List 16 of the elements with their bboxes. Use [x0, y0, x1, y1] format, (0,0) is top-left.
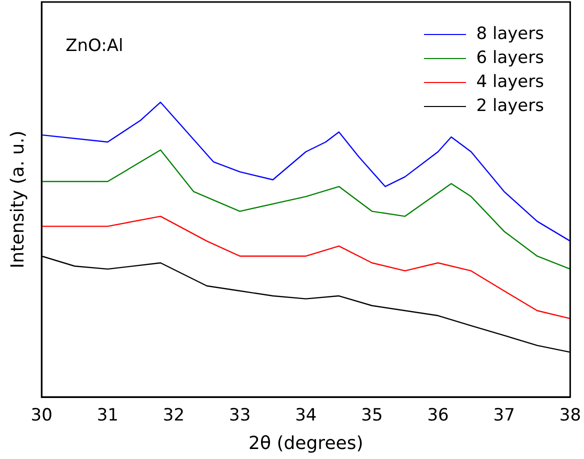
- legend-label: 4 layers: [476, 72, 544, 92]
- x-tick-label: 33: [229, 406, 251, 426]
- y-axis-title: Intensity (a. u.): [7, 130, 28, 268]
- legend-label: 8 layers: [476, 24, 544, 44]
- legend-label: 6 layers: [476, 48, 544, 68]
- x-tick-label: 31: [96, 406, 118, 426]
- x-tick-label: 30: [30, 406, 52, 426]
- text: ZnO:Al: [66, 36, 124, 56]
- x-tick-label: 38: [559, 406, 582, 426]
- x-tick-label: 36: [427, 406, 449, 426]
- legend-label: 2 layers: [476, 96, 544, 116]
- x-tick-label: 35: [361, 406, 383, 426]
- x-tick-label: 32: [162, 406, 185, 426]
- x-tick-label: 37: [493, 406, 515, 426]
- x-axis-title: 2θ (degrees): [248, 432, 364, 454]
- x-tick-label: 34: [295, 406, 317, 426]
